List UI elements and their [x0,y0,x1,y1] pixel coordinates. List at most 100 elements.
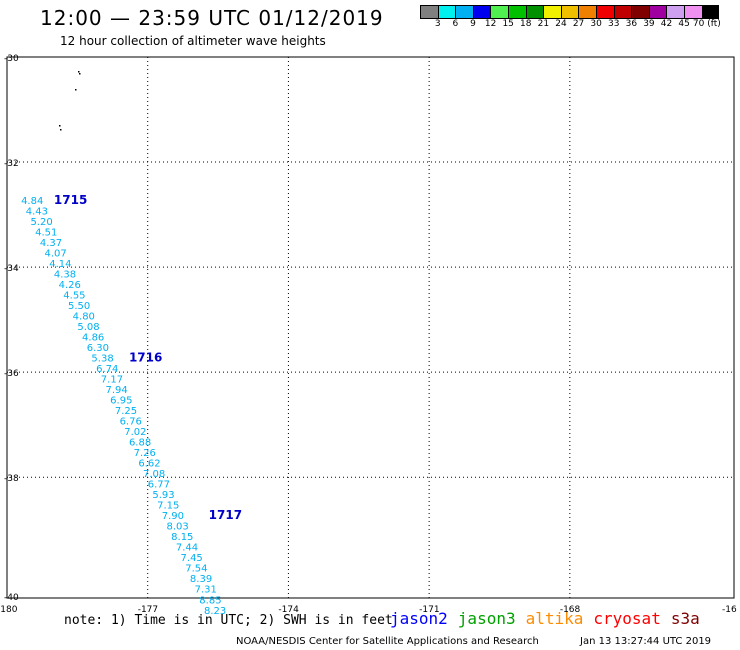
scale-swatch [420,5,438,19]
footer-credit: NOAA/NESDIS Center for Satellite Applica… [236,636,539,647]
scale-label: 30 [590,19,602,29]
scale-label: 27 [572,19,585,29]
wave-height-value: 6.77 [148,480,170,491]
satellite-jason3: jason3 [457,609,516,628]
satellite-cryosat: cryosat [593,609,661,628]
wave-height-value: 4.86 [82,333,104,344]
wave-height-value: 5.20 [30,217,52,228]
scale-label: 3 [434,19,441,29]
color-scale-labels: 3 6 9 12 15 18 21 24 27 30 33 36 39 42 45 70 (ft) [429,19,721,29]
scale-swatch [631,5,649,19]
scale-swatch [472,5,491,19]
latitude-tick-label: -30 [4,54,19,64]
wave-height-value: 5.50 [68,301,90,312]
wave-height-value: 7.26 [134,448,156,459]
scale-label: 15 [502,19,514,29]
scale-label: 45 [678,19,690,29]
scale-swatch [648,5,667,19]
longitude-tick-label: -180 [0,605,18,615]
latitude-tick-label: -32 [4,159,19,169]
time-label: 1715 [54,193,87,207]
wave-height-value: 6.62 [138,459,160,470]
wave-height-value: 6.30 [87,343,109,354]
wave-height-value: 5.08 [77,322,99,333]
latitude-tick-label: -40 [4,593,19,603]
island-marker [79,73,81,75]
color-scale-swatches [420,5,721,19]
longitude-tick-label: -171 [419,605,439,615]
wave-height-value: 7.45 [181,553,203,564]
wave-height-value: 4.26 [59,280,81,291]
scale-swatch [701,5,720,19]
wave-height-value: 4.51 [35,228,57,239]
satellite-s3a: s3a [670,609,700,628]
wave-height-value: 4.55 [63,291,85,302]
scale-label: 9 [470,19,476,29]
wave-height-value: 6.88 [129,438,151,449]
wave-height-value: 7.02 [124,427,146,438]
wave-height-value: 6.76 [120,417,142,428]
wave-height-value: 5.38 [91,354,113,365]
map-subtitle: 12 hour collection of altimeter wave hei… [60,34,326,48]
scale-swatch [613,5,632,19]
longitude-tick-label: -16 [722,605,737,615]
wave-height-value: 7.44 [176,543,198,554]
scale-label: 21 [537,19,550,29]
wave-height-value: 4.14 [49,259,71,270]
island-marker [75,89,77,91]
scale-swatch [666,5,684,19]
scale-swatch [560,5,579,19]
map-frame [6,56,735,599]
wave-height-value: 5.93 [152,490,174,501]
satellite-legend: jason2 jason3 altika cryosat s3a [390,609,710,628]
footer-note: note: 1) Time is in UTC; 2) SWH is in fe… [64,613,393,628]
wave-height-color-scale: 3 6 9 12 15 18 21 24 27 30 33 36 39 42 45 70 (ft) [420,5,721,29]
scale-label: 33 [608,19,620,29]
wave-height-value: 8.85 [199,595,221,606]
map-title: 12:00 — 23:59 UTC 01/12/2019 [40,6,384,30]
wave-height-value: 7.90 [162,511,184,522]
scale-label: 24 [555,19,567,29]
wave-height-value: 4.38 [54,270,76,281]
time-label: 1717 [209,508,242,522]
wave-height-value: 7.31 [195,585,217,596]
scale-swatch [543,5,561,19]
wave-height-value: 7.54 [185,564,207,575]
island-marker [60,129,62,131]
scale-label: 70 (ft) [692,19,721,29]
wave-height-value: 8.39 [190,574,212,585]
scale-swatch [683,5,702,19]
scale-swatch [578,5,596,19]
wave-height-value: 4.37 [40,238,62,249]
scale-label: 12 [484,19,497,29]
wave-height-value: 7.08 [143,469,165,480]
scale-label: 36 [625,19,638,29]
scale-swatch [595,5,614,19]
time-label: 1716 [129,351,162,365]
satellite-altika: altika [525,609,584,628]
wave-height-value: 6.95 [110,396,132,407]
wave-height-value: 8.23 [204,606,226,617]
latitude-tick-label: -38 [4,474,19,484]
island-marker [78,71,80,73]
scale-label: 39 [643,19,655,29]
scale-swatch [455,5,473,19]
wave-height-value: 4.80 [73,312,95,323]
scale-swatch [490,5,508,19]
wave-height-value: 7.17 [101,375,123,386]
wave-height-value: 7.15 [157,501,179,512]
latitude-tick-label: -34 [4,264,19,274]
scale-label: 18 [520,19,532,29]
wave-height-value: 6.74 [96,364,118,375]
scale-swatch [507,5,526,19]
latitude-tick-label: -36 [4,369,19,379]
wave-height-value: 4.43 [26,207,48,218]
wave-height-value: 8.03 [166,522,188,533]
scale-swatch [437,5,456,19]
longitude-tick-label: -177 [138,605,158,615]
island-marker [59,125,61,127]
satellite-jason2: jason2 [390,609,448,628]
wave-height-value: 4.84 [21,196,43,207]
scale-label: 42 [660,19,673,29]
